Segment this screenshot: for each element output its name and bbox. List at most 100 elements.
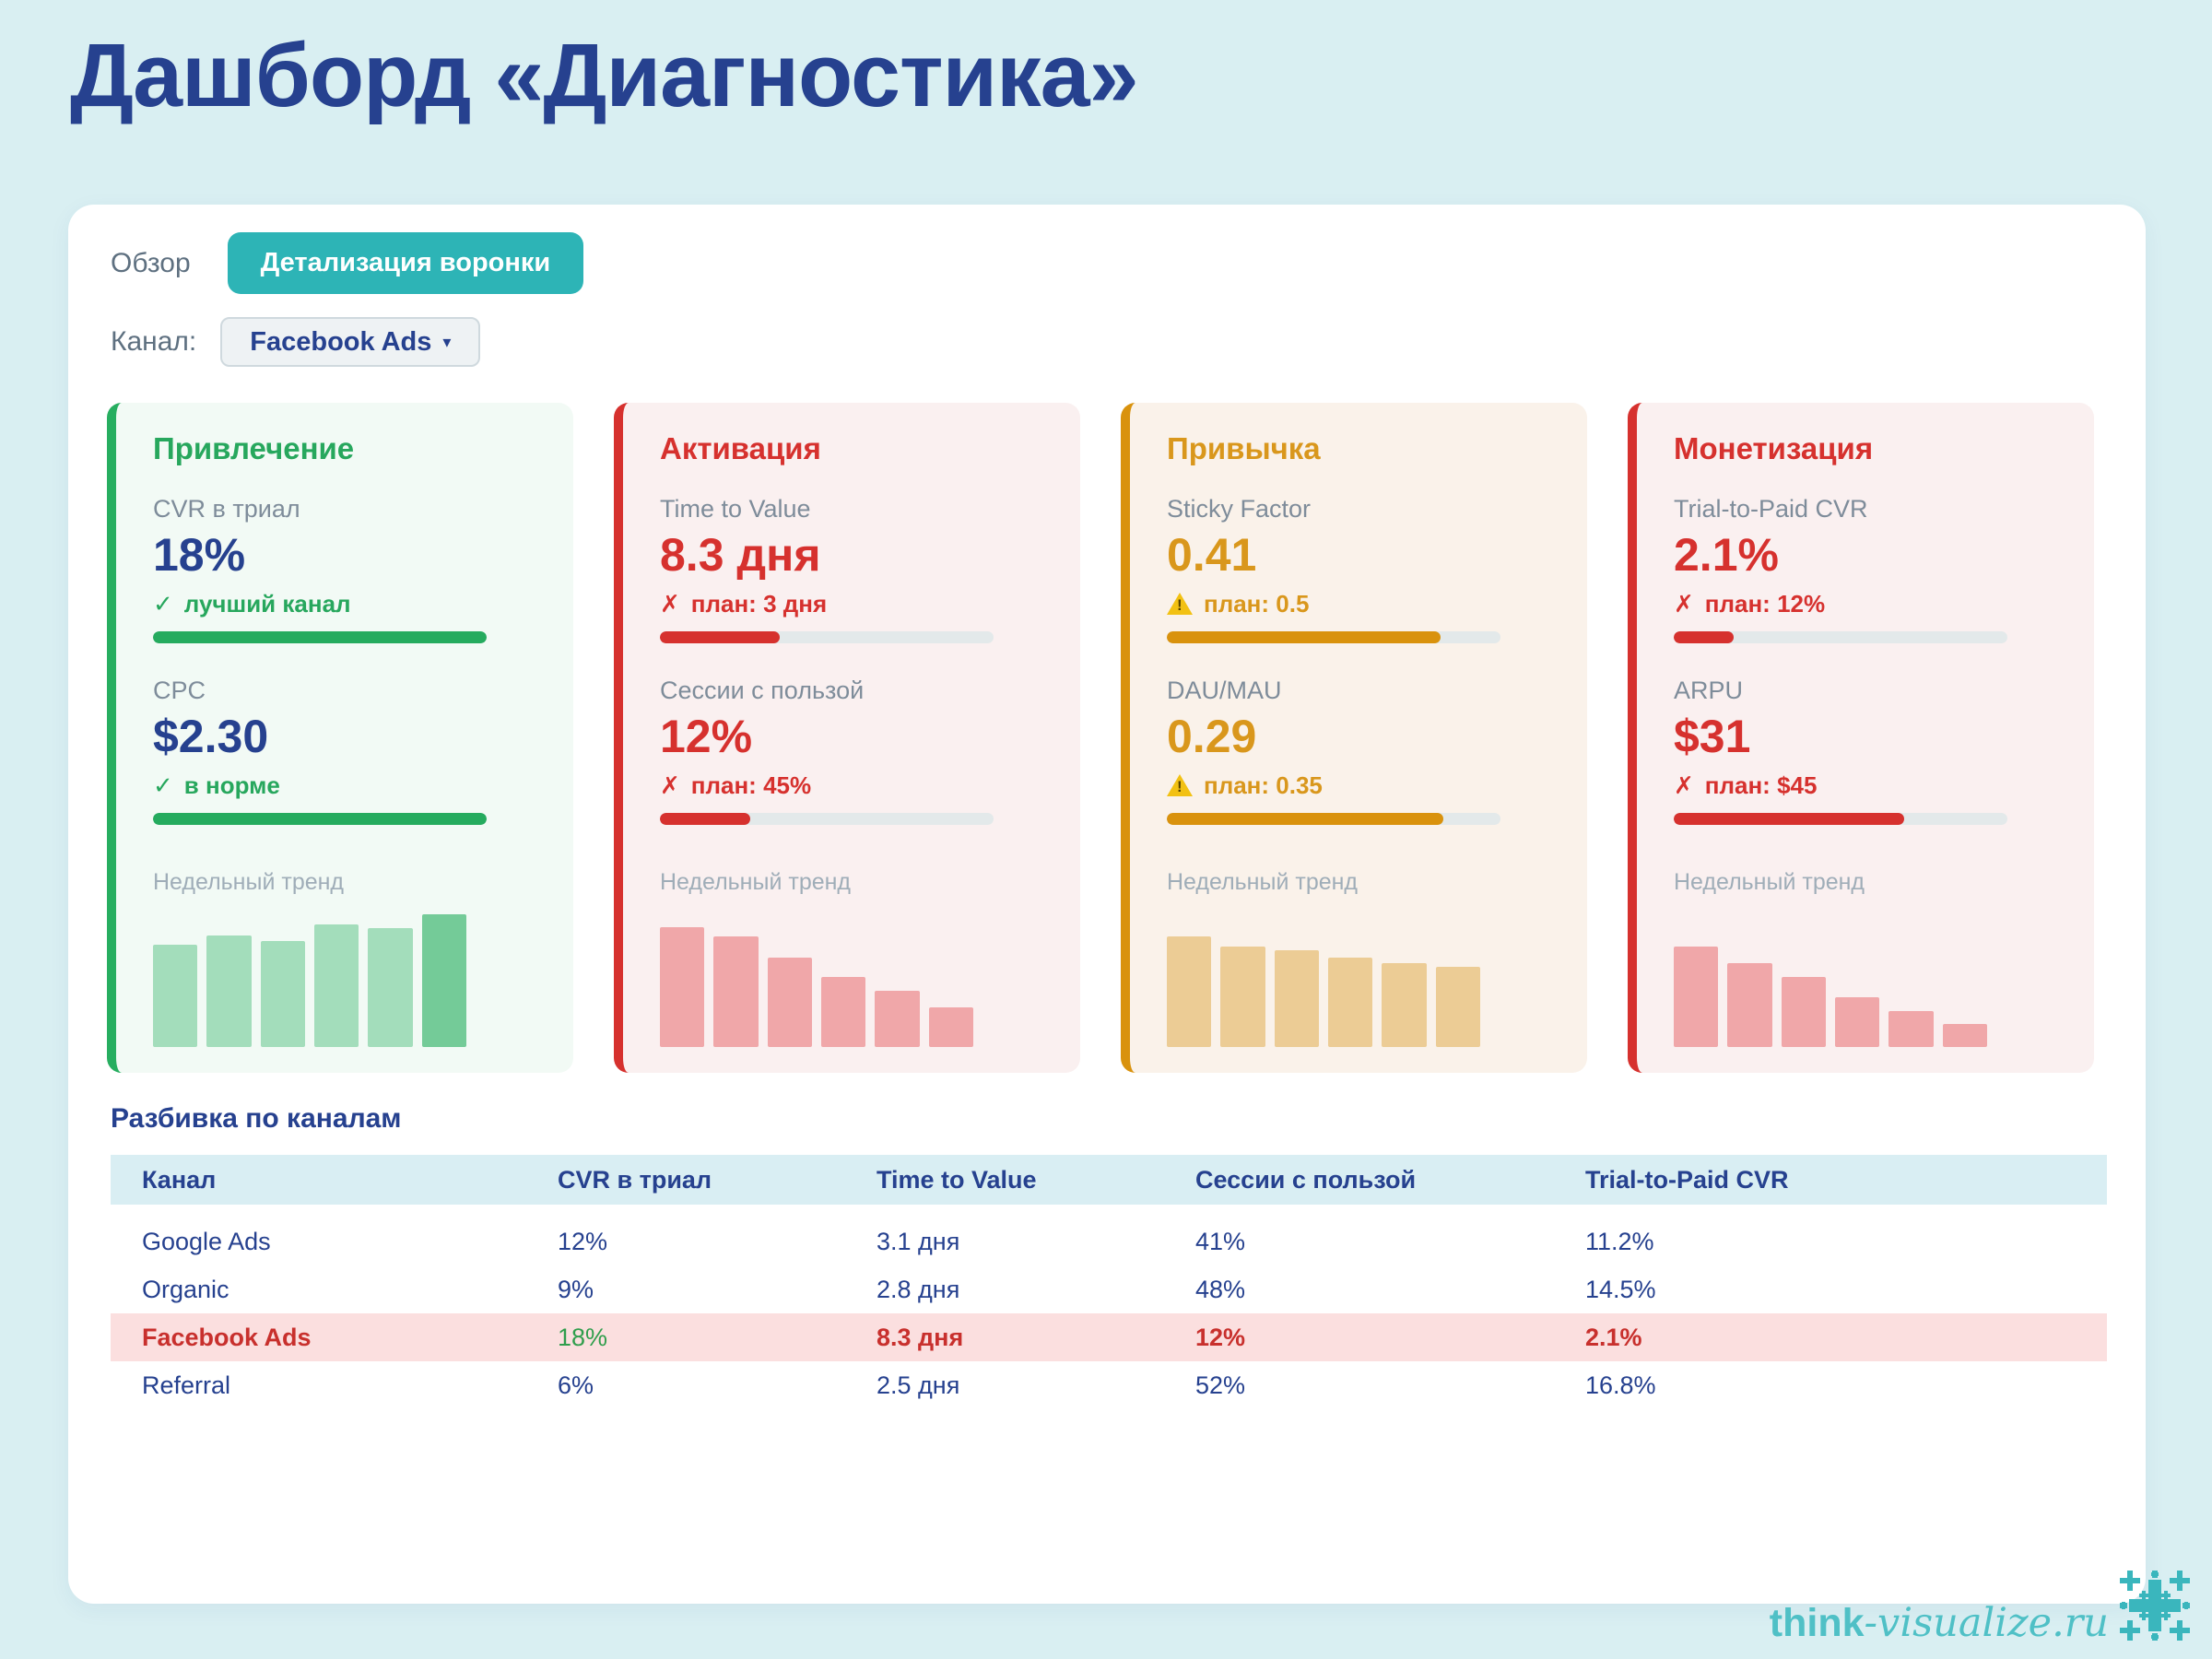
- table-cell: Facebook Ads: [142, 1323, 312, 1351]
- table-title: Разбивка по каналам: [111, 1103, 402, 1134]
- page-title: Дашборд «Диагностика»: [70, 25, 1139, 125]
- brand-wordmark: think-visualize.ru: [1770, 1600, 2109, 1646]
- table-cell: 11.2%: [1585, 1227, 1654, 1255]
- warning-icon: [1167, 774, 1193, 796]
- metric-block: CVR в триал 18% ✓ лучший канал: [153, 495, 540, 643]
- table-row: Facebook Ads 18% 8.3 дня 12% 2.1%: [111, 1313, 2107, 1361]
- metric-status-text: в норме: [183, 771, 280, 799]
- trend-label: Недельный тренд: [1167, 869, 1359, 895]
- metric-block: Time to Value 8.3 дня ✗ план: 3 дня: [660, 495, 1047, 643]
- card-title: Активация: [660, 431, 821, 465]
- table-header-cell: Time to Value: [877, 1165, 1037, 1194]
- progress-track: [1167, 813, 1500, 825]
- progress-fill: [153, 813, 487, 825]
- progress-track: [153, 631, 487, 643]
- check-icon: ✓: [153, 771, 173, 799]
- card-metrics: CVR в триал 18% ✓ лучший канал CPC $2.30…: [153, 467, 540, 825]
- table-cell: Google Ads: [142, 1227, 271, 1255]
- trend-label: Недельный тренд: [1674, 869, 1865, 895]
- warning-icon: [1167, 593, 1193, 615]
- table-cell: 3.1 дня: [877, 1227, 960, 1255]
- channel-breakdown-section: Разбивка по каналам Канал CVR в триал Time…: [111, 1103, 2107, 1409]
- cross-icon: ✗: [1674, 771, 1694, 799]
- metric-label: Trial-to-Paid CVR: [1674, 495, 1868, 523]
- progress-fill: [1167, 631, 1441, 643]
- metric-label: Sticky Factor: [1167, 495, 1312, 523]
- metric-value: $2.30: [153, 711, 269, 762]
- progress-fill: [660, 813, 750, 825]
- weekly-trend-chart: [660, 909, 973, 1047]
- card-metrics: Trial-to-Paid CVR 2.1% ✗ план: 12% ARPU …: [1674, 467, 2061, 825]
- metric-block: ARPU $31 ✗ план: $45: [1674, 677, 2061, 825]
- metric-value: 18%: [153, 529, 246, 581]
- brand-logo-icon: [2120, 1571, 2190, 1641]
- trend-bar: [1942, 1023, 1987, 1047]
- card-title: Привлечение: [153, 431, 355, 465]
- trend-bar: [1382, 962, 1427, 1047]
- metric-label: CPC: [153, 677, 206, 704]
- card-title: Привычка: [1167, 431, 1321, 465]
- progress-fill: [1674, 813, 1904, 825]
- weekly-trend-chart: [153, 909, 466, 1047]
- table-cell: 14.5%: [1585, 1275, 1656, 1303]
- metric-status-text: лучший канал: [183, 589, 351, 618]
- cross-icon: ✗: [660, 590, 680, 618]
- trend-bar: [421, 914, 466, 1047]
- tab-overview[interactable]: Обзор: [111, 247, 191, 278]
- trend-bar: [1274, 950, 1319, 1047]
- trend-bar: [313, 924, 359, 1047]
- table-cell: Referral: [142, 1371, 231, 1399]
- trend-bar: [1167, 936, 1212, 1047]
- metric-status: план: 0.35: [1167, 771, 1554, 799]
- metric-status: ✗ план: 45%: [660, 771, 1047, 799]
- table-cell: 48%: [1195, 1275, 1246, 1303]
- table-cell: 6%: [558, 1371, 594, 1399]
- funnel-stage-card-activation: Активация Time to Value 8.3 дня ✗ план: …: [614, 403, 1080, 1073]
- trend-bar: [713, 936, 759, 1047]
- progress-fill: [1674, 631, 1735, 643]
- metric-value: 0.41: [1167, 529, 1257, 581]
- metric-status-text: план: 0.35: [1204, 771, 1323, 799]
- cross-icon: ✗: [1674, 590, 1694, 618]
- metric-status-text: план: 45%: [690, 771, 812, 799]
- trend-bar: [1727, 962, 1772, 1047]
- metric-status-text: план: $45: [1704, 771, 1818, 799]
- trend-bar: [1674, 946, 1719, 1047]
- trend-bar: [1220, 946, 1265, 1047]
- tab-funnel-detail[interactable]: Детализация воронки: [227, 232, 584, 294]
- dashboard-panel: Обзор Детализация воронки Канал: Faceboo…: [68, 205, 2146, 1604]
- channel-dropdown[interactable]: Facebook Ads ▾: [220, 317, 481, 367]
- trend-bar: [1888, 1011, 1934, 1047]
- metric-value: $31: [1674, 711, 1751, 762]
- cross-icon: ✗: [660, 771, 680, 799]
- channel-filter: Канал: Facebook Ads ▾: [111, 317, 481, 367]
- progress-track: [1167, 631, 1500, 643]
- trend-bar: [1781, 976, 1826, 1047]
- table-cell: 16.8%: [1585, 1371, 1656, 1399]
- check-icon: ✓: [153, 590, 173, 618]
- metric-label: CVR в триал: [153, 495, 300, 523]
- table-header-cell: CVR в триал: [558, 1165, 712, 1194]
- metric-status: ✓ лучший канал: [153, 590, 540, 618]
- progress-fill: [1167, 813, 1444, 825]
- metric-label: Time to Value: [660, 495, 811, 523]
- funnel-stage-card-habit: Привычка Sticky Factor 0.41 план: 0.5 DA…: [1121, 403, 1587, 1073]
- metric-status: ✗ план: 3 дня: [660, 590, 1047, 618]
- progress-track: [660, 631, 994, 643]
- metric-status-text: план: 12%: [1704, 589, 1826, 618]
- table-row: Organic 9% 2.8 дня 48% 14.5%: [111, 1265, 2107, 1313]
- table-cell: 2.5 дня: [877, 1371, 960, 1399]
- trend-bar: [767, 957, 812, 1047]
- chevron-down-icon: ▾: [442, 332, 452, 351]
- metric-label: ARPU: [1674, 677, 1744, 704]
- trend-bar: [1834, 997, 1880, 1047]
- trend-bar: [1327, 957, 1373, 1047]
- table-cell: 2.1%: [1585, 1323, 1642, 1351]
- channel-selected-value: Facebook Ads: [250, 326, 432, 357]
- brand-wordmark-bold: think: [1769, 1601, 1865, 1645]
- progress-track: [153, 813, 487, 825]
- table-cell: 12%: [558, 1227, 608, 1255]
- table-cell: 12%: [1195, 1323, 1246, 1351]
- card-metrics: Time to Value 8.3 дня ✗ план: 3 дня Сесс…: [660, 467, 1047, 825]
- table-cell: 41%: [1195, 1227, 1246, 1255]
